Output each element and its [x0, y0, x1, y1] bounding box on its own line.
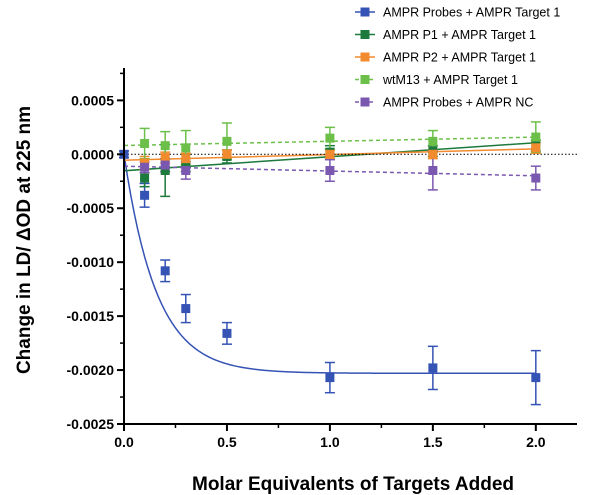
data-point: [181, 165, 191, 175]
data-point: [181, 154, 191, 164]
data-points: [119, 132, 541, 383]
data-point: [222, 149, 232, 159]
legend-label: AMPR Probes + AMPR Target 1: [383, 6, 560, 20]
y-axis-label: Change in LD/ ΔOD at 225 nm: [14, 106, 35, 374]
legend-label: AMPR P2 + AMPR Target 1: [383, 51, 536, 65]
data-point: [140, 162, 150, 172]
y-tick-label: -0.0020: [67, 362, 115, 378]
axes: [117, 68, 577, 431]
legend: AMPR Probes + AMPR Target 1 AMPR P1 + AMP…: [355, 6, 560, 110]
x-tick-label: 1.5: [423, 434, 443, 450]
data-point: [140, 173, 150, 183]
data-point: [325, 149, 335, 159]
fit-line: [123, 154, 536, 375]
x-tick-label: 1.0: [320, 434, 340, 450]
data-point: [531, 373, 541, 383]
legend-marker: [360, 7, 370, 17]
y-tick-label: -0.0005: [67, 200, 115, 216]
y-tick-label: -0.0025: [67, 416, 115, 432]
data-point: [222, 328, 232, 338]
data-point: [160, 141, 170, 151]
legend-label: wtM13 + AMPR Target 1: [382, 73, 518, 87]
data-point: [325, 165, 335, 175]
y-tick-label: 0.0000: [71, 146, 114, 162]
legend-marker: [360, 75, 370, 84]
legend-label: AMPR Probes + AMPR NC: [383, 96, 533, 110]
data-point: [140, 139, 150, 149]
data-point: [222, 136, 232, 146]
x-tick-label: 2.0: [526, 434, 546, 450]
x-axis-label: Molar Equivalents of Targets Added: [192, 474, 514, 495]
data-point: [428, 363, 438, 373]
legend-marker: [360, 52, 370, 62]
data-point: [325, 133, 335, 143]
tick-labels: -0.0025 -0.0020 -0.0015 -0.0010 -0.0005 0.000…: [67, 92, 546, 450]
data-point: [140, 190, 150, 200]
data-point: [531, 132, 541, 142]
data-point: [160, 266, 170, 276]
data-point: [181, 304, 191, 314]
y-tick-label: -0.0010: [67, 254, 115, 270]
data-point: [428, 136, 438, 146]
data-point: [428, 149, 438, 159]
y-tick-label: -0.0015: [67, 308, 115, 324]
x-tick-label: 0.5: [217, 434, 237, 450]
legend-marker: [360, 97, 370, 107]
data-point: [181, 143, 191, 153]
legend-marker: [360, 30, 370, 39]
data-point: [531, 173, 541, 183]
data-point: [160, 153, 170, 163]
data-point: [160, 165, 170, 175]
x-tick-label: 0.0: [114, 434, 134, 450]
y-tick-label: 0.0005: [71, 92, 114, 108]
data-point: [325, 373, 335, 383]
data-point: [160, 160, 170, 170]
legend-label: AMPR P1 + AMPR Target 1: [383, 28, 536, 42]
data-point: [531, 143, 541, 153]
data-point: [428, 165, 438, 175]
